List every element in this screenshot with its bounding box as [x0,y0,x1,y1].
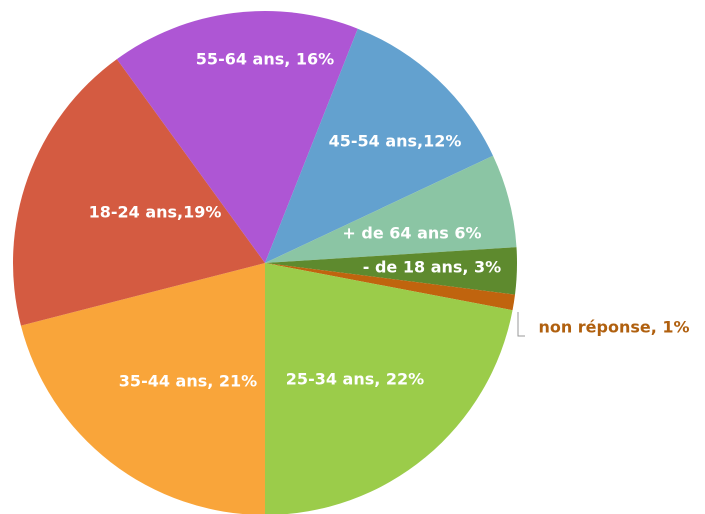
data-label: + de 64 ans 6% [342,224,481,243]
pie-slice [265,247,518,295]
data-label: 55-64 ans, 16% [196,50,334,69]
pie-slice [265,263,516,311]
pie-slice [265,263,513,514]
data-label: - de 18 ans, 3% [363,258,501,277]
data-label: 25-34 ans, 22% [286,370,424,389]
pie-slice [265,155,517,263]
data-label: non réponse, 1% [538,318,689,337]
pie-slice [265,28,494,264]
data-label: 45-54 ans,12% [329,132,462,151]
pie-slice [20,263,265,514]
leader-line [517,312,525,337]
data-label: 35-44 ans, 21% [119,372,257,391]
data-label: 18-24 ans,19% [89,203,222,222]
pie-slice [116,10,358,264]
pie-slice [13,59,265,326]
